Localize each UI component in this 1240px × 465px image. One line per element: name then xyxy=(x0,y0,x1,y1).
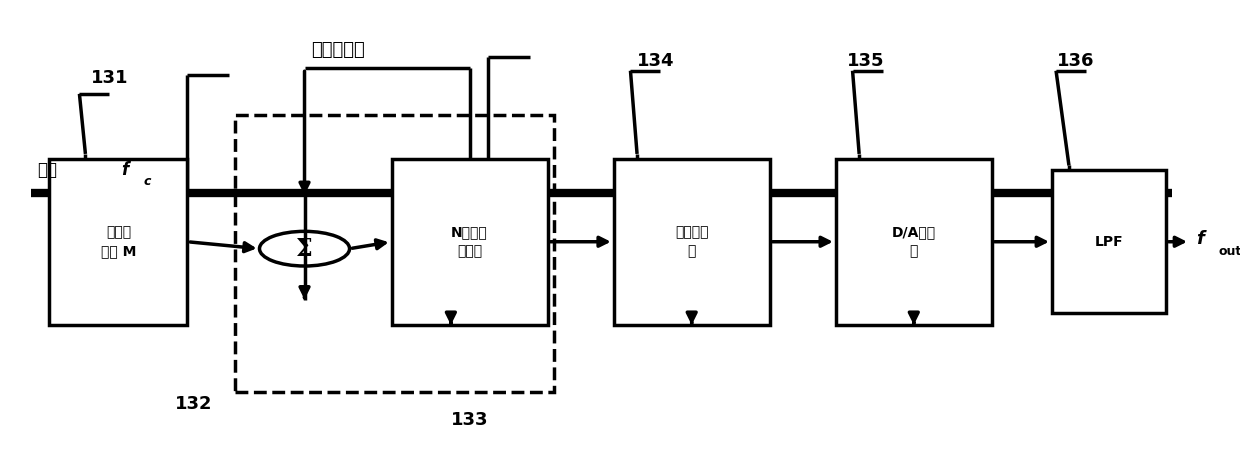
Bar xyxy=(1052,170,1166,313)
Text: Σ: Σ xyxy=(296,237,312,261)
Text: f: f xyxy=(122,161,129,179)
Text: 132: 132 xyxy=(175,394,212,412)
Text: D/A转换
器: D/A转换 器 xyxy=(892,225,936,259)
Text: 136: 136 xyxy=(1058,53,1095,71)
Text: LPF: LPF xyxy=(1095,235,1123,249)
Bar xyxy=(614,159,770,325)
Bar xyxy=(50,159,187,325)
Text: 频率控
制字 M: 频率控 制字 M xyxy=(100,225,136,259)
Text: c: c xyxy=(143,175,150,188)
Bar xyxy=(236,115,553,392)
Text: out: out xyxy=(1219,246,1240,259)
Bar xyxy=(392,159,548,325)
Text: N位相位
寄存器: N位相位 寄存器 xyxy=(451,225,489,259)
Text: 134: 134 xyxy=(637,53,675,71)
Text: 时钟: 时钟 xyxy=(37,161,57,179)
Text: 133: 133 xyxy=(451,411,489,429)
Text: 波形存储
器: 波形存储 器 xyxy=(675,225,708,259)
Text: 135: 135 xyxy=(847,53,884,71)
Text: f: f xyxy=(1195,231,1204,248)
Text: 相位累加器: 相位累加器 xyxy=(311,41,365,59)
Text: 131: 131 xyxy=(91,69,128,86)
Bar xyxy=(836,159,992,325)
